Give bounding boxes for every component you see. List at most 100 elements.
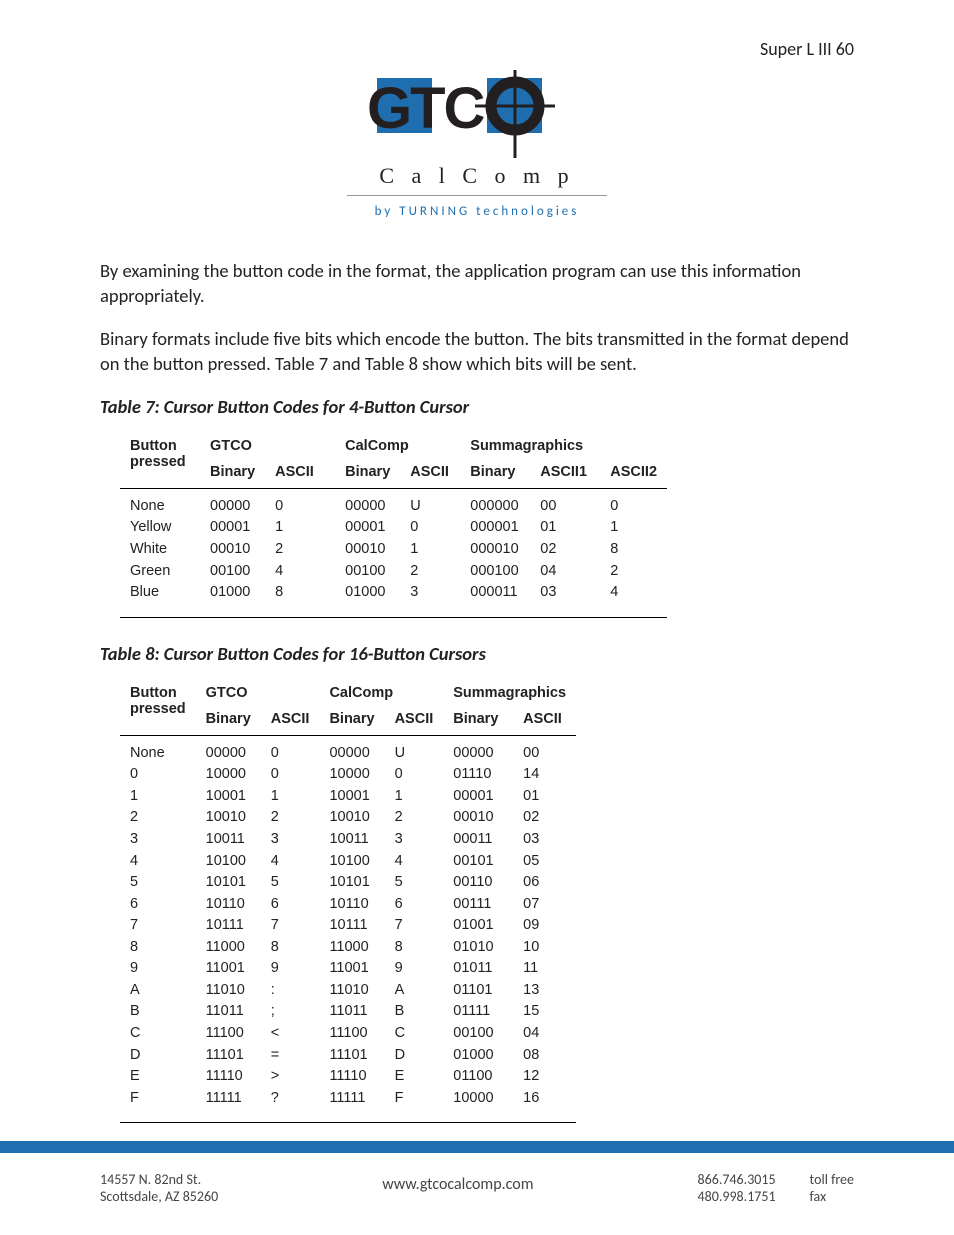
table-cell: 8 [265, 582, 335, 617]
table-cell: 00100 [443, 1023, 513, 1045]
table-cell: 12 [513, 1066, 576, 1088]
table-cell: Yellow [120, 517, 200, 539]
table-cell: 11110 [319, 1066, 384, 1088]
table-cell: 01011 [443, 958, 513, 980]
table-sub-header: Binary [196, 703, 261, 736]
table-group-header: Buttonpressed [120, 432, 200, 489]
table-row: None00000000000U0000000 [120, 735, 576, 764]
table-row: D11101=11101D0100008 [120, 1045, 576, 1067]
table-cell: 1 [120, 786, 196, 808]
table-cell: 08 [513, 1045, 576, 1067]
table-group-header: GTCO [200, 432, 335, 456]
table-cell: 6 [261, 894, 320, 916]
table-cell: E [120, 1066, 196, 1088]
table-cell: 3 [400, 582, 460, 617]
table-group-header: GTCO [196, 679, 320, 703]
table-cell: 04 [513, 1023, 576, 1045]
table-cell: 00110 [443, 872, 513, 894]
table7-caption: Table 7: Cursor Button Codes for 4-Butto… [100, 395, 854, 418]
table-row: 01000001000000111014 [120, 764, 576, 786]
table-cell: 00011 [443, 829, 513, 851]
table-cell: 10011 [196, 829, 261, 851]
table-row: 41010041010040010105 [120, 851, 576, 873]
table-cell: 01 [530, 517, 600, 539]
table-row: White000102000101000010028 [120, 539, 667, 561]
paragraph-2: Binary formats include five bits which e… [100, 327, 854, 377]
table-cell: 00000 [443, 735, 513, 764]
table-cell: = [261, 1045, 320, 1067]
table-cell: 2 [600, 561, 667, 583]
table-cell: 11011 [196, 1001, 261, 1023]
footer: 14557 N. 82nd St. Scottsdale, AZ 85260 w… [0, 1141, 954, 1235]
table-cell: 02 [513, 807, 576, 829]
table-cell: 3 [385, 829, 444, 851]
table-row: Green001004001002000100042 [120, 561, 667, 583]
table-cell: 00000 [196, 735, 261, 764]
table-sub-header: ASCII [261, 703, 320, 736]
table-cell: B [120, 1001, 196, 1023]
table-cell: 4 [385, 851, 444, 873]
table-row: E11110>11110E0110012 [120, 1066, 576, 1088]
table7: ButtonpressedGTCOCalCompSummagraphicsBin… [120, 432, 667, 618]
table-row: B11011;11011B0111115 [120, 1001, 576, 1023]
table-cell: 10111 [196, 915, 261, 937]
table-cell: 00101 [443, 851, 513, 873]
table-cell: 10010 [196, 807, 261, 829]
table-cell: 01000 [200, 582, 265, 617]
table-cell: 00010 [335, 539, 400, 561]
table-cell: 16 [513, 1088, 576, 1123]
table-sub-header: Binary [200, 456, 265, 489]
table-bottom-rule [120, 617, 667, 618]
table-cell: 0 [261, 735, 320, 764]
table-cell: 3 [261, 829, 320, 851]
table-row: 61011061011060011107 [120, 894, 576, 916]
logo-subline: C a l C o m p [100, 163, 854, 189]
table-cell: ? [261, 1088, 320, 1123]
table-cell: 11000 [319, 937, 384, 959]
table-cell: 7 [385, 915, 444, 937]
table-cell: 05 [513, 851, 576, 873]
table-sub-header: ASCII2 [600, 456, 667, 489]
table-cell: None [120, 488, 200, 517]
table-cell: 1 [600, 517, 667, 539]
table-cell: 10 [513, 937, 576, 959]
table-cell: 8 [261, 937, 320, 959]
table-cell: B [385, 1001, 444, 1023]
table-row: 91100191100190101111 [120, 958, 576, 980]
table-cell: 4 [120, 851, 196, 873]
table-cell: 000010 [460, 539, 530, 561]
table-cell: 9 [261, 958, 320, 980]
table-cell: 9 [120, 958, 196, 980]
table-cell: 5 [385, 872, 444, 894]
table-cell: Blue [120, 582, 200, 617]
table-cell: 11 [513, 958, 576, 980]
table-cell: 01001 [443, 915, 513, 937]
table-cell: 10110 [319, 894, 384, 916]
table-cell: D [385, 1045, 444, 1067]
table-cell: 11010 [196, 980, 261, 1002]
table-cell: None [120, 735, 196, 764]
table-row: 11000111000110000101 [120, 786, 576, 808]
table-cell: 2 [120, 807, 196, 829]
table-cell: 10110 [196, 894, 261, 916]
footer-address-line1: 14557 N. 82nd St. [100, 1171, 218, 1188]
page: Super L III 60 GTC C a l C o m p by TURN… [0, 0, 954, 1235]
table-cell: 10011 [319, 829, 384, 851]
table-cell: 1 [261, 786, 320, 808]
table-cell: F [120, 1088, 196, 1123]
table-sub-header: ASCII [265, 456, 335, 489]
table-cell: 4 [265, 561, 335, 583]
table-cell: 10100 [319, 851, 384, 873]
table-cell: 01101 [443, 980, 513, 1002]
table-row: 31001131001130001103 [120, 829, 576, 851]
logo-byline: by TURNING technologies [100, 204, 854, 219]
footer-fax-number: 480.998.1751 [698, 1188, 798, 1205]
gtco-logo-svg: GTC [347, 70, 607, 160]
table-cell: 7 [120, 915, 196, 937]
paragraph-1: By examining the button code in the form… [100, 259, 854, 309]
table-cell: 10101 [196, 872, 261, 894]
table-cell: 00010 [200, 539, 265, 561]
table-cell: 0 [400, 517, 460, 539]
table-cell: 00100 [335, 561, 400, 583]
table-cell: C [385, 1023, 444, 1045]
